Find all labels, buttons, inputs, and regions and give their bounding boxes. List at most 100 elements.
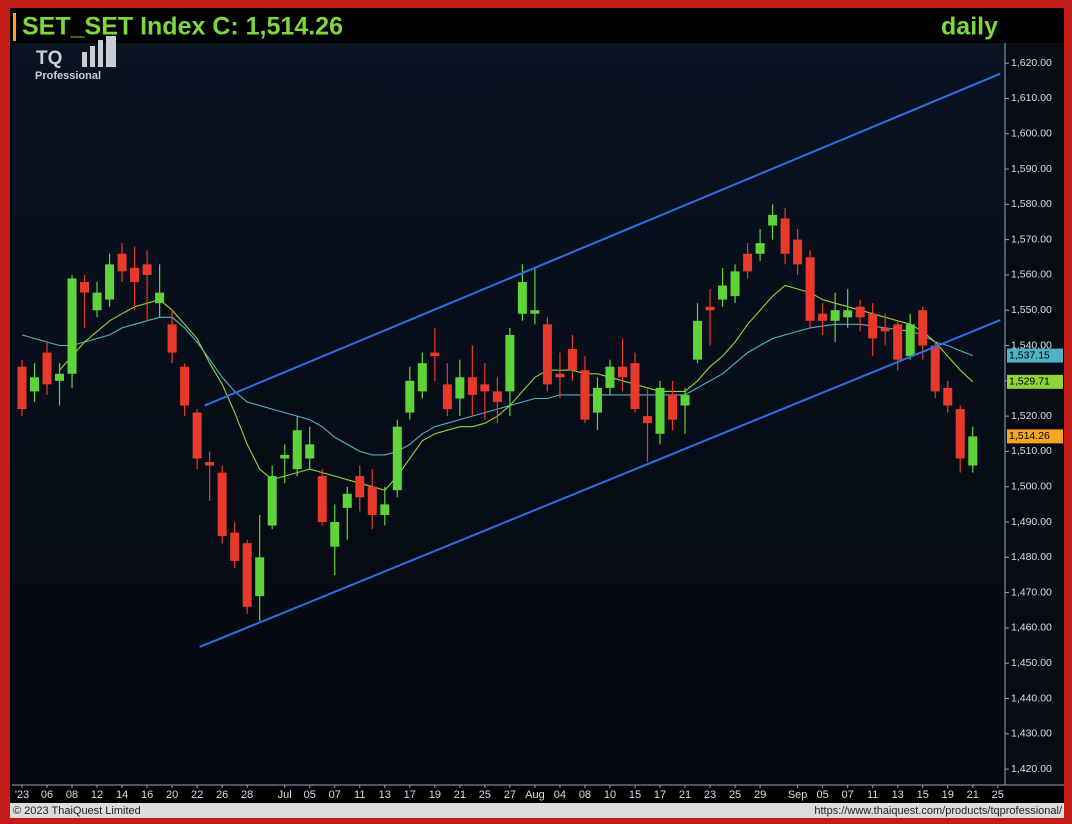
candle-body — [968, 436, 978, 466]
x-tick-label: 07 — [842, 789, 854, 801]
candle-body — [818, 313, 828, 321]
candle-body — [580, 370, 590, 420]
x-tick-label: 19 — [429, 789, 441, 801]
x-tick-label: 05 — [304, 789, 316, 801]
candle-body — [292, 430, 302, 470]
candle-body — [643, 416, 652, 424]
candle-body — [880, 327, 890, 332]
candle-body — [855, 306, 865, 318]
candle-body — [442, 384, 452, 410]
plot-area — [12, 43, 1005, 785]
candle-body — [693, 320, 703, 360]
candle-body — [17, 366, 27, 410]
x-tick-label: 14 — [116, 789, 128, 801]
x-tick-label: 17 — [654, 789, 666, 801]
candle-body — [668, 394, 678, 420]
logo-bar — [82, 52, 87, 67]
candle-body — [905, 324, 915, 357]
candle-body — [780, 218, 790, 254]
x-tick-label: 06 — [41, 789, 53, 801]
candle-body — [805, 257, 815, 321]
y-tick-label: 1,580.00 — [1011, 198, 1052, 210]
y-tick-label: 1,520.00 — [1011, 410, 1052, 422]
candle-body — [417, 363, 427, 392]
x-tick-label: 11 — [867, 789, 878, 801]
x-tick-label: 04 — [554, 789, 566, 801]
y-tick-label: 1,560.00 — [1011, 269, 1052, 281]
y-tick-label: 1,550.00 — [1011, 304, 1052, 316]
candle-body — [392, 426, 402, 491]
last-value-label: 1,537.15 — [1009, 349, 1050, 361]
candle-body — [42, 352, 52, 385]
candle-body — [930, 345, 940, 392]
x-tick-label: 23 — [704, 789, 716, 801]
x-tick-label: 21 — [967, 789, 979, 801]
y-tick-label: 1,610.00 — [1011, 92, 1052, 104]
candle-body — [117, 253, 127, 272]
candle-body — [80, 281, 90, 293]
candle-body — [567, 349, 577, 371]
y-tick-label: 1,620.00 — [1011, 57, 1052, 69]
candle-body — [130, 267, 140, 282]
candle-body — [355, 476, 365, 498]
price-axis-area — [1005, 43, 1064, 785]
candle-body — [843, 310, 853, 318]
last-value-tag — [1007, 374, 1063, 389]
chart-title: SET_SET Index C: 1,514.26 — [22, 13, 343, 41]
y-tick-label: 1,460.00 — [1011, 622, 1052, 634]
y-tick-label: 1,570.00 — [1011, 233, 1052, 245]
candle-body — [342, 493, 352, 508]
x-tick-label: Aug — [525, 789, 545, 801]
candle-body — [205, 462, 215, 466]
footer-bar — [10, 803, 1064, 818]
candle-body — [167, 324, 177, 353]
x-tick-label: 10 — [604, 789, 616, 801]
candle-body — [655, 387, 665, 434]
y-tick-label: 1,470.00 — [1011, 586, 1052, 598]
x-tick-label: 15 — [629, 789, 641, 801]
x-tick-label: 27 — [504, 789, 516, 801]
logo-subtext: Professional — [35, 70, 101, 82]
y-tick-label: 1,540.00 — [1011, 339, 1052, 351]
candle-body — [255, 557, 265, 597]
candle-body — [605, 366, 615, 388]
candle-body — [893, 324, 903, 360]
candle-body — [380, 504, 390, 515]
candle-body — [230, 532, 240, 561]
last-value-label: 1,529.71 — [1009, 376, 1050, 388]
candle-body — [280, 454, 290, 459]
candle-body — [105, 264, 115, 300]
candle-body — [155, 292, 165, 304]
candle-body — [142, 264, 152, 275]
candle-body — [793, 239, 803, 265]
candle-body — [492, 391, 502, 402]
source-url: https://www.thaiquest.com/products/tqpro… — [814, 805, 1063, 817]
trend-line — [199, 319, 1001, 648]
candle-body — [505, 334, 515, 392]
x-tick-label: 08 — [579, 789, 591, 801]
y-tick-label: 1,600.00 — [1011, 128, 1052, 140]
candle-body — [718, 285, 728, 300]
x-tick-label: 25 — [479, 789, 491, 801]
x-tick-label: 08 — [66, 789, 78, 801]
x-tick-label: 21 — [454, 789, 466, 801]
x-tick-label: 29 — [754, 789, 766, 801]
logo-text: TQ — [36, 48, 62, 69]
y-tick-label: 1,490.00 — [1011, 516, 1052, 528]
title-marker — [13, 13, 16, 41]
x-tick-label: 12 — [91, 789, 103, 801]
candle-body — [730, 271, 740, 297]
candle-body — [592, 387, 602, 413]
copyright: © 2023 ThaiQuest Limited — [13, 805, 141, 817]
logo-bar — [98, 40, 103, 67]
candle-body — [242, 543, 252, 607]
x-tick-label: 13 — [892, 789, 904, 801]
y-tick-label: 1,440.00 — [1011, 692, 1052, 704]
candle-body — [617, 366, 627, 378]
candle-body — [267, 476, 277, 526]
candle-body — [943, 387, 953, 406]
x-tick-label: 26 — [216, 789, 228, 801]
candle-body — [430, 352, 440, 357]
candle-body — [217, 472, 227, 537]
x-tick-label: 15 — [917, 789, 929, 801]
